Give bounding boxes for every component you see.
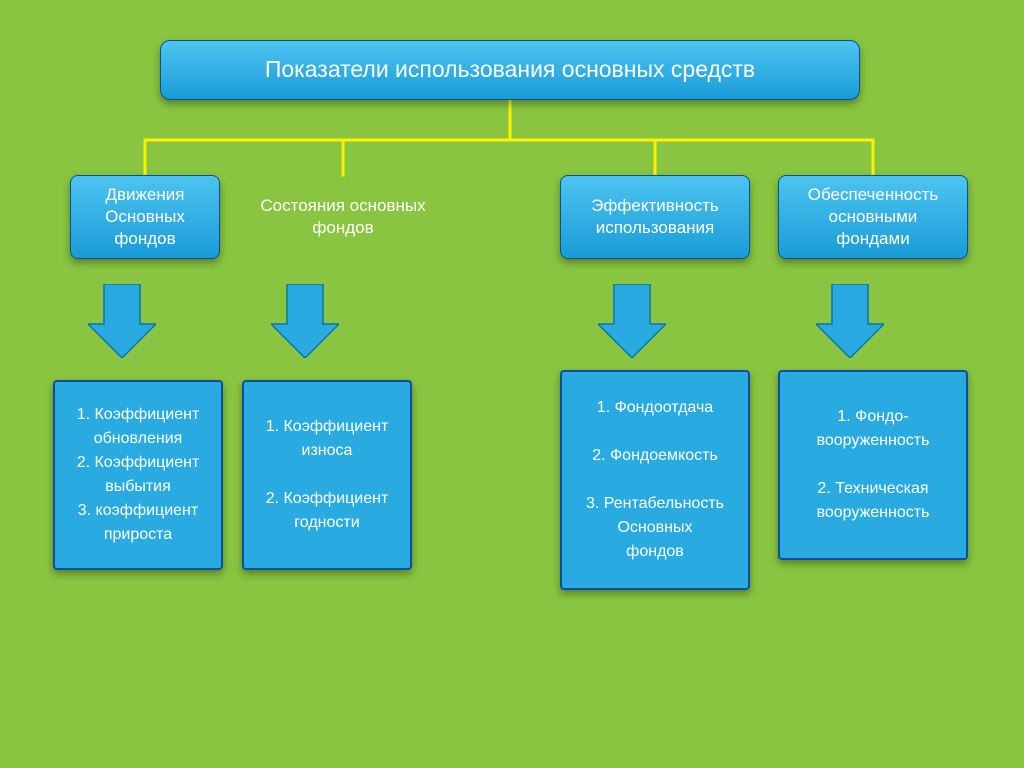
detail-box-c1: 1. Коэффициентобновления2. Коэффициентвы… <box>53 380 223 570</box>
category-box-c4: Обеспеченностьосновнымифондами <box>778 175 968 259</box>
detail-text: 1. Коэффициентизноса 2. Коэффициентгодно… <box>266 415 389 535</box>
category-box-c1: ДвиженияОсновныхфондов <box>70 175 220 259</box>
detail-text: 1. Фондоотдача 2. Фондоемкость 3. Рентаб… <box>586 396 724 564</box>
down-arrow-icon <box>88 284 156 358</box>
title-label: Показатели использования основных средст… <box>265 55 755 85</box>
category-label: Эффективностьиспользования <box>591 195 719 239</box>
down-arrow-icon <box>271 284 339 358</box>
category-label: Обеспеченностьосновнымифондами <box>808 184 939 250</box>
down-arrow-icon <box>816 284 884 358</box>
category-label: ДвиженияОсновныхфондов <box>105 184 185 250</box>
detail-box-c2: 1. Коэффициентизноса 2. Коэффициентгодно… <box>242 380 412 570</box>
category-label: Состояния основныхфондов <box>260 195 425 239</box>
category-box-c3: Эффективностьиспользования <box>560 175 750 259</box>
diagram-stage: Показатели использования основных средст… <box>0 0 1024 768</box>
title-box: Показатели использования основных средст… <box>160 40 860 100</box>
detail-text: 1. Фондо-вооруженность 2. Техническаявоо… <box>817 405 930 525</box>
detail-box-c4: 1. Фондо-вооруженность 2. Техническаявоо… <box>778 370 968 560</box>
down-arrow-icon <box>598 284 666 358</box>
detail-box-c3: 1. Фондоотдача 2. Фондоемкость 3. Рентаб… <box>560 370 750 590</box>
detail-text: 1. Коэффициентобновления2. Коэффициентвы… <box>77 403 200 547</box>
category-box-c2: Состояния основныхфондов <box>238 175 448 259</box>
